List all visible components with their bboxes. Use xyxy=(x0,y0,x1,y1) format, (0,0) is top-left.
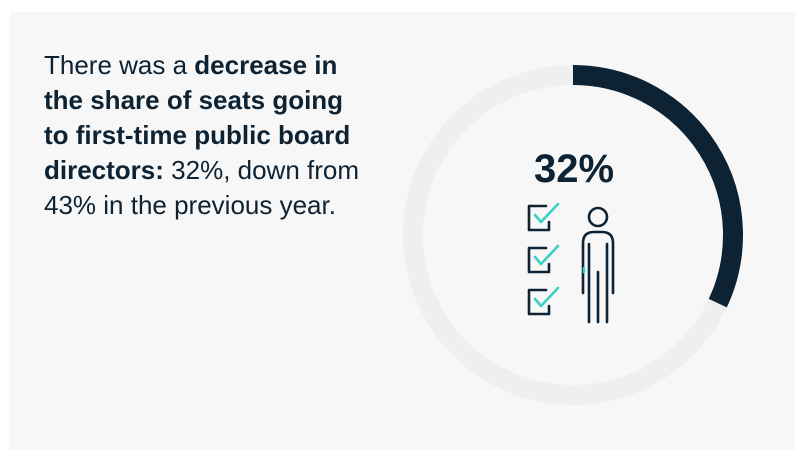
headline-intro: There was a xyxy=(44,50,195,80)
checkbox-icon xyxy=(527,244,560,274)
person-with-checklist-icon xyxy=(527,202,615,324)
checkbox-icon xyxy=(527,202,560,232)
checkbox-icon xyxy=(527,286,560,316)
donut-value-arc xyxy=(572,65,743,308)
headline-detail: 32%, down from 43% in the previous year. xyxy=(44,155,360,220)
person-icon xyxy=(581,206,615,324)
headline-bold: decrease in the share of seats going to … xyxy=(44,50,351,185)
donut-chart: 32% xyxy=(403,65,743,405)
headline-text: There was a decrease in the share of sea… xyxy=(44,48,374,223)
center-value: 32% xyxy=(534,147,614,191)
